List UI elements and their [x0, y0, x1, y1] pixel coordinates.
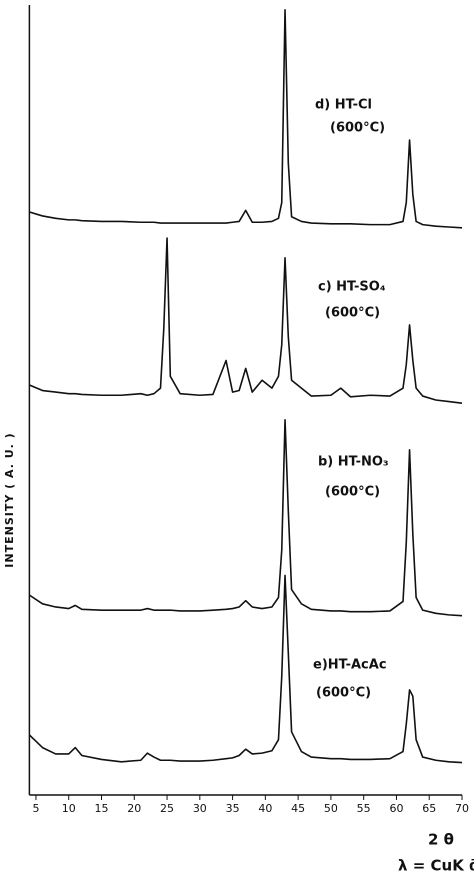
x-tick-label: 65	[422, 802, 436, 815]
line-series	[28, 418, 463, 617]
line-series	[29, 8, 463, 229]
line-series	[29, 237, 463, 404]
series-label: b) HT-NO₃	[318, 455, 389, 470]
x-tick-label: 70	[455, 802, 469, 815]
series-label: c) HT-SO₄	[318, 280, 386, 295]
x-tick-label: 25	[160, 802, 174, 815]
x-tick-label: 55	[357, 802, 371, 815]
series-label: e)HT-AcAc	[313, 658, 387, 673]
x-tick-label: 60	[389, 802, 403, 815]
x-tick-label: 30	[193, 802, 207, 815]
line-series	[28, 574, 463, 764]
annotation: (600°C)	[325, 485, 380, 500]
x-tick-label: 45	[291, 802, 305, 815]
x-axis-label: 2 θ	[428, 831, 454, 849]
x-tick-label: 35	[226, 802, 240, 815]
series-label: d) HT-Cl	[315, 98, 372, 113]
y-axis-label: INTENSITY ( A. U. )	[3, 432, 16, 567]
annotation: (600°C)	[325, 306, 380, 321]
x-tick-label: 50	[324, 802, 338, 815]
x-tick-label: 15	[95, 802, 109, 815]
x-tick-label: 40	[258, 802, 272, 815]
annotation: (600°C)	[316, 686, 371, 701]
x-tick-label: 10	[62, 802, 76, 815]
annotation: (600°C)	[330, 121, 385, 136]
x-tick-label: 20	[127, 802, 141, 815]
x-tick-label: 5	[32, 802, 39, 815]
x-axis-note: λ = CuK ᾱ	[398, 857, 474, 875]
